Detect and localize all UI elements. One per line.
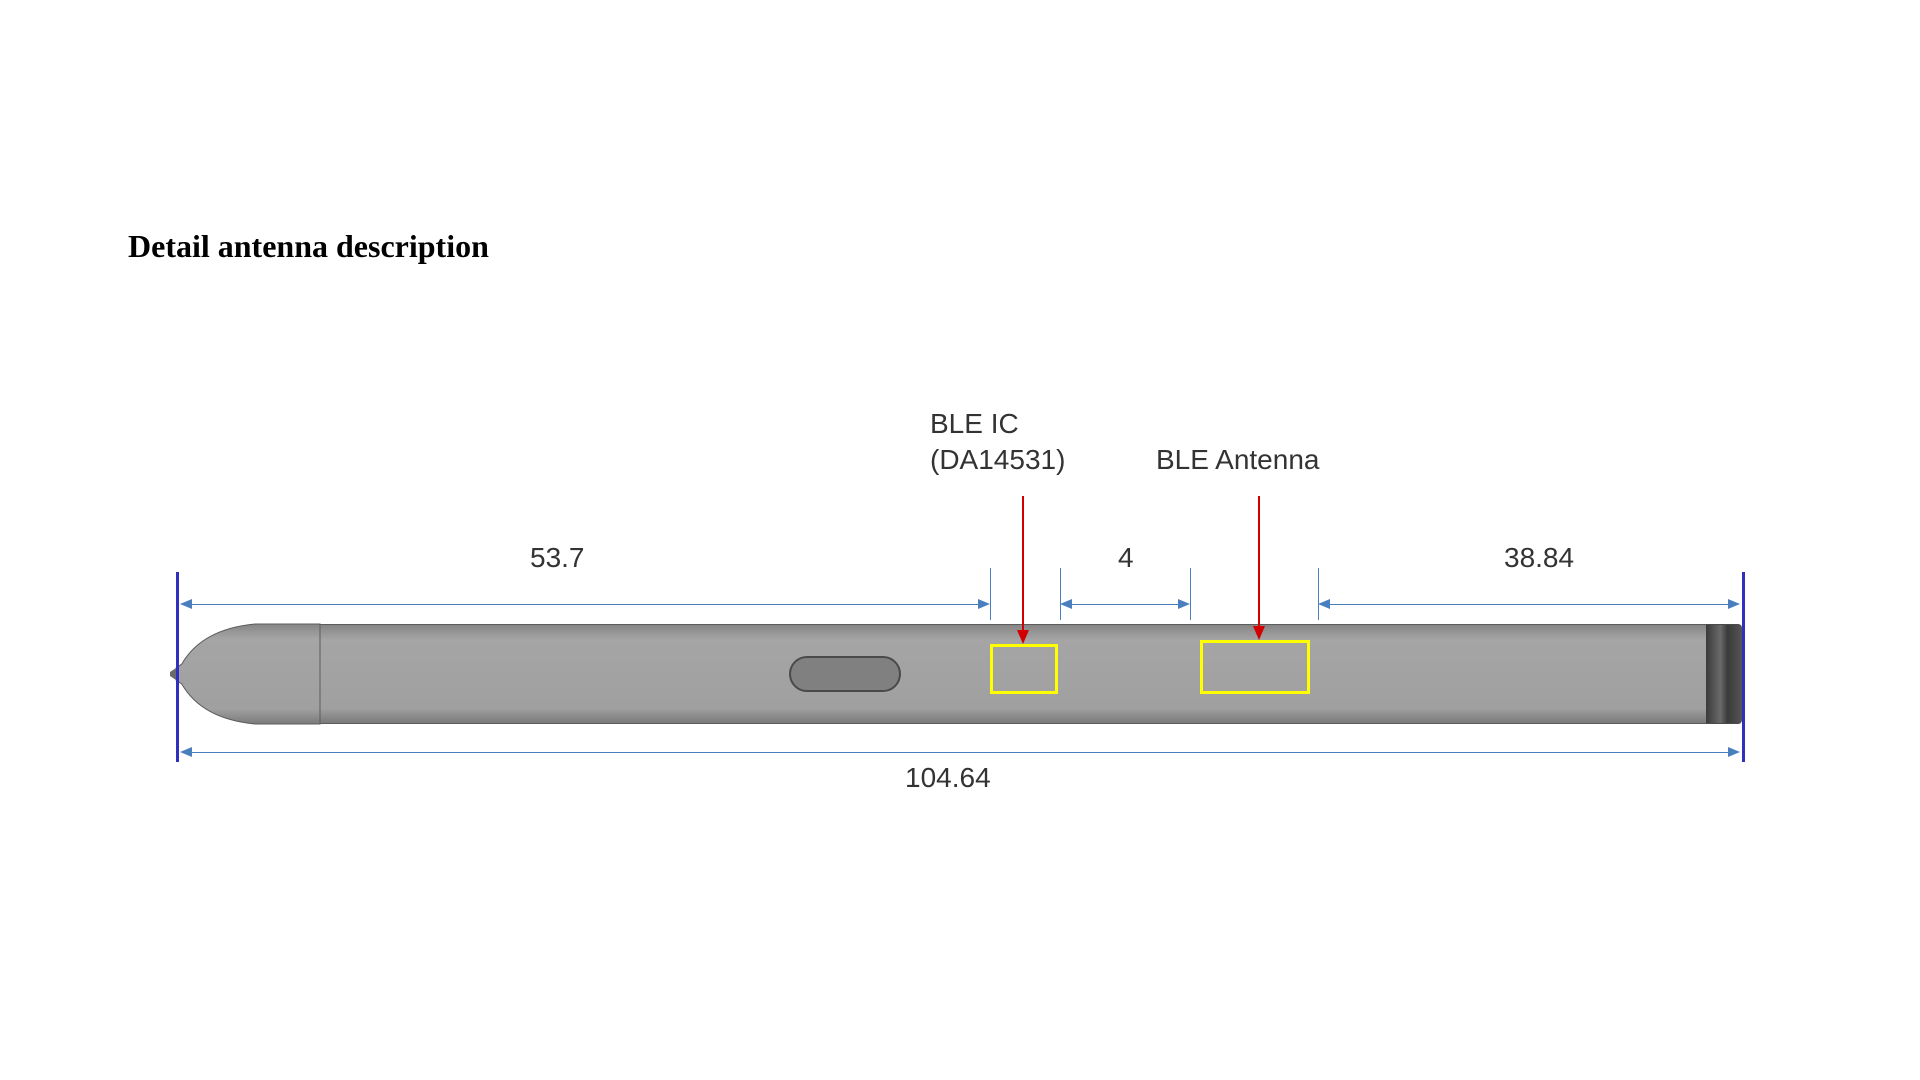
- dimension-value: 38.84: [1504, 542, 1574, 574]
- dimension-arrow-icon: [978, 599, 990, 609]
- ble-antenna-marker-box: [1200, 640, 1310, 694]
- ble-antenna-label: BLE Antenna: [1156, 444, 1319, 476]
- extent-bar-left: [176, 572, 179, 762]
- dimension-line: [1328, 604, 1730, 605]
- stylus-cap: [1706, 624, 1742, 724]
- dimension-line: [190, 604, 980, 605]
- dimension-arrow-icon: [1178, 599, 1190, 609]
- diagram-title: Detail antenna description: [128, 228, 489, 265]
- ble-ic-pointer-head: [1017, 630, 1029, 644]
- dimension-arrow-icon: [1060, 599, 1072, 609]
- ble-ic-marker-box: [990, 644, 1058, 694]
- dimension-arrow-icon: [1318, 599, 1330, 609]
- dimension-arrow-icon: [1728, 599, 1740, 609]
- dimension-arrow-icon: [1728, 747, 1740, 757]
- ble-antenna-pointer-head: [1253, 626, 1265, 640]
- stylus-button: [789, 656, 901, 692]
- ble-antenna-pointer-line: [1258, 496, 1260, 628]
- dimension-value: 53.7: [530, 542, 585, 574]
- dim-tick: [1190, 568, 1191, 620]
- ble-ic-label-line1: BLE IC: [930, 408, 1019, 440]
- dim-tick: [990, 568, 991, 620]
- dimension-value-total: 104.64: [905, 762, 991, 794]
- stylus-tip: [176, 624, 320, 724]
- dim-tick: [1318, 568, 1319, 620]
- dimension-line: [1070, 604, 1180, 605]
- dim-tick: [1060, 568, 1061, 620]
- extent-bar-right: [1742, 572, 1745, 762]
- ble-ic-label-line2: (DA14531): [930, 444, 1065, 476]
- dimension-arrow-icon: [180, 599, 192, 609]
- dimension-line-total: [190, 752, 1730, 753]
- dimension-arrow-icon: [180, 747, 192, 757]
- dimension-value: 4: [1118, 542, 1134, 574]
- ble-ic-pointer-line: [1022, 496, 1024, 632]
